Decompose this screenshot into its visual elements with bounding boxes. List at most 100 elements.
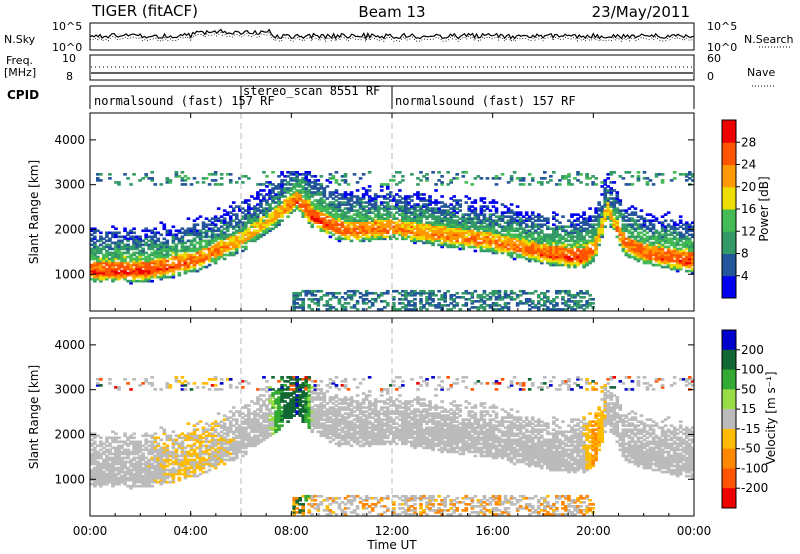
power-cell: [301, 209, 306, 212]
power-cell: [404, 308, 408, 311]
power-cell: [539, 177, 544, 180]
power-cell: [648, 247, 653, 251]
power-cell: [546, 227, 550, 231]
power-cell: [479, 219, 484, 223]
power-cell: [165, 241, 170, 245]
power-cell: [117, 263, 121, 267]
power-cell: [271, 195, 275, 198]
power-cell: [452, 177, 457, 180]
power-cell: [434, 293, 438, 297]
power-cell: [518, 239, 523, 243]
power-cell: [618, 231, 623, 235]
power-cell: [392, 195, 396, 198]
power-cell: [422, 233, 426, 237]
power-cell: [675, 265, 680, 269]
power-cell: [316, 187, 321, 190]
power-cell: [425, 173, 429, 176]
power-cell: [268, 189, 272, 192]
power-cell: [385, 223, 390, 227]
power-cell: [567, 233, 571, 237]
power-cell: [147, 257, 151, 261]
velocity-cell: [114, 478, 118, 482]
power-cell: [392, 213, 396, 216]
power-cell: [651, 235, 656, 239]
power-cell: [361, 237, 366, 241]
power-cell: [180, 171, 185, 174]
power-cell: [482, 197, 487, 200]
power-cell: [690, 245, 694, 249]
power-cell: [99, 263, 103, 267]
power-cell: [461, 171, 466, 174]
power-cell: [660, 257, 665, 261]
velocity-cell: [126, 468, 130, 472]
power-cell: [96, 263, 100, 267]
power-cell: [96, 267, 100, 271]
power-cell: [225, 253, 230, 257]
power-cell: [319, 183, 324, 186]
power-cell: [404, 201, 408, 204]
power-cell: [334, 199, 339, 202]
power-cell: [690, 235, 694, 239]
power-cell: [657, 221, 662, 225]
power-cell: [603, 203, 608, 206]
power-cell: [648, 221, 653, 225]
velocity-cell: [129, 388, 133, 391]
power-cell: [440, 175, 444, 178]
power-cell: [509, 177, 514, 180]
power-cell: [259, 211, 263, 214]
velocity-cell: [123, 434, 127, 438]
power-cell: [482, 289, 487, 293]
power-cell: [379, 229, 384, 233]
power-cell: [301, 185, 306, 188]
power-cell: [352, 233, 357, 237]
velocity-cell: [153, 468, 158, 472]
power-cell: [117, 241, 121, 245]
power-cell: [392, 225, 396, 229]
power-cell: [579, 239, 583, 243]
velocity-cell: [99, 436, 103, 440]
power-cell: [295, 205, 299, 208]
power-cell: [552, 259, 556, 263]
velocity-cell: [108, 464, 112, 468]
power-cell: [579, 181, 583, 184]
power-cell: [108, 259, 112, 263]
velocity-cell: [165, 472, 170, 476]
power-cell: [431, 221, 435, 225]
velocity-cell: [111, 440, 115, 444]
power-cell: [543, 302, 547, 305]
power-cell: [334, 213, 339, 216]
velocity-cell: [90, 462, 94, 466]
velocity-cell: [123, 378, 127, 381]
power-cell: [506, 227, 511, 231]
power-cell: [195, 259, 200, 263]
power-cell: [295, 295, 299, 299]
power-cell: [201, 247, 206, 251]
power-cell: [367, 225, 372, 229]
power-cell: [561, 302, 565, 305]
power-cell: [171, 267, 176, 271]
power-cell: [99, 251, 103, 255]
power-cell: [174, 245, 179, 249]
power-cell: [210, 217, 215, 220]
power-cell: [376, 213, 381, 216]
power-cell: [328, 235, 333, 239]
power-cell: [316, 201, 321, 204]
power-cell: [543, 253, 547, 257]
power-cell: [428, 241, 432, 245]
power-cell: [316, 221, 321, 225]
power-cell: [564, 304, 568, 307]
power-cell: [138, 265, 142, 269]
power-cell: [401, 213, 405, 216]
power-cell: [497, 225, 502, 229]
power-cell: [404, 295, 408, 299]
power-cell: [579, 225, 583, 229]
power-cell: [636, 235, 641, 239]
power-cell: [337, 201, 342, 204]
velocity-cell: [105, 458, 109, 462]
power-cell: [268, 205, 272, 208]
power-cell: [561, 255, 565, 259]
power-cell: [663, 239, 668, 243]
power-cell: [494, 209, 499, 212]
power-cell: [319, 199, 324, 202]
power-cell: [262, 209, 266, 212]
